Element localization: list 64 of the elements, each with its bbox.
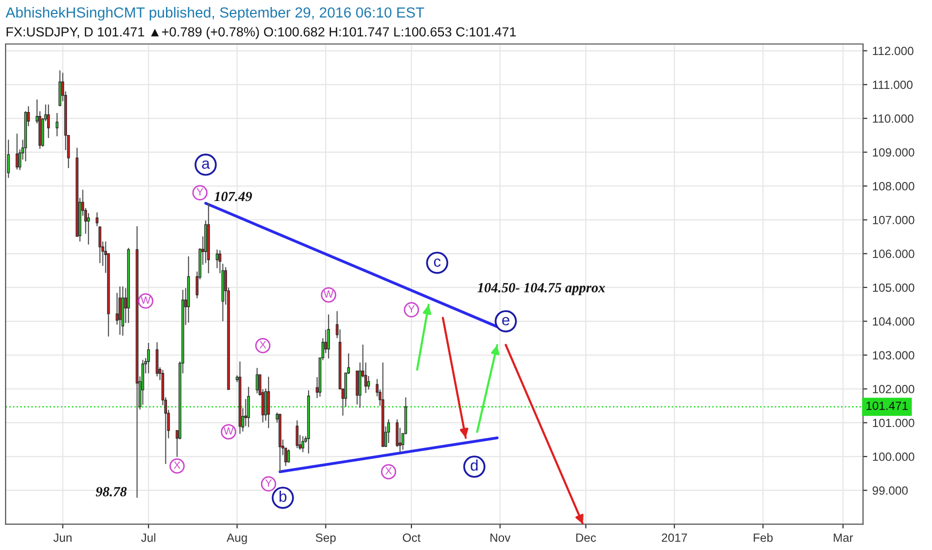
y-tick-label: 105.000 [872,283,914,292]
candlestick [87,212,90,246]
annotation: 104.50- 104.75 approx [478,282,605,296]
candlestick [156,342,158,377]
y-tick-label: 101.000 [872,418,914,428]
y-tick-label: 103.000 [872,351,914,360]
y-tick-label: 102.000 [872,384,914,394]
x-tick-label: Feb [754,533,773,542]
annotation: a [202,160,210,169]
candlestick [301,436,304,453]
candlestick [118,286,122,336]
annotation: b [280,490,286,502]
y-tick-label: 107.000 [872,216,914,224]
y-tick-label: 110.000 [872,114,914,123]
annotation: Y [408,305,415,312]
x-tick-label: Mar [834,534,853,542]
x-tick-label: Nov [490,534,511,542]
annotation: d [470,460,478,471]
candlestick [47,104,50,139]
annotation: e [502,317,510,326]
x-tick-label: Aug [226,534,247,544]
x-tick-label: Jun [53,534,72,542]
candlestick [147,342,150,374]
annotation: X [385,467,392,474]
x-tick-label: Jul [141,533,156,542]
annotation: X [174,462,180,469]
candlestick [56,112,58,137]
annotation: c [434,258,441,267]
annotation: 107.49 [214,192,252,202]
candlestick [387,418,390,444]
candlestick [287,448,290,464]
candlestick [98,226,102,264]
candlestick [327,314,330,360]
annotation: W [224,427,234,435]
annotation: X [260,341,266,348]
y-tick-label: 109.000 [872,148,914,157]
x-tick-label: Oct [402,533,421,542]
annotation: W [140,296,151,304]
candlestick [396,418,399,448]
candlestick [247,386,250,428]
chart-title: AbhishekHSinghCMT published, September 29, 2016 06:10 EST [6,6,424,21]
annotation: Y [265,479,272,487]
y-tick-label: 112.000 [872,46,914,56]
candlestick [296,420,298,449]
x-tick-label: Sep [316,533,336,544]
candlestick [96,212,98,227]
y-tick-label: 100.000 [872,452,914,461]
candlestick [58,70,62,107]
y-tick-label: 111.000 [872,80,913,89]
chart-subtitle: FX:USDJPY, D 101.471 ▲+0.789 (+0.78%) O:100.682 H:101.747 L:100.653 C:101.471 [6,26,516,40]
ref-line-label: 101.471 [866,402,908,410]
y-tick-label: 108.000 [872,182,914,190]
y-tick-label: 104.000 [872,317,914,326]
x-tick-label: Dec [576,534,596,542]
x-tick-label: 2017 [662,533,687,542]
candlestick [267,376,270,429]
candlestick [256,367,258,394]
y-tick-label: 99.000 [872,486,908,495]
y-tick-label: 106.000 [872,250,914,258]
candlestick [16,133,18,170]
candlestick [216,249,218,269]
annotation: 98.78 [96,487,127,496]
annotation: W [324,290,334,298]
annotation: Y [196,188,204,196]
